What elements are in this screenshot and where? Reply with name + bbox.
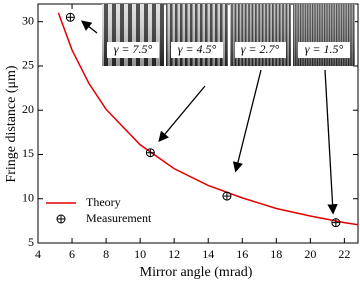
x-tick-label: 20: [304, 247, 316, 261]
x-tick-label: 4: [35, 247, 41, 261]
x-tick-label: 16: [236, 247, 248, 261]
measurement-point: [145, 148, 155, 158]
arrow: [158, 85, 206, 142]
inset-label: γ = 1.5°: [305, 42, 344, 56]
arrow: [80, 20, 98, 34]
measurement-point: [331, 218, 341, 228]
inset-label-box: [171, 42, 223, 58]
y-tick-label: 5: [28, 235, 34, 249]
insets: γ = 7.5° γ = 4.5° γ = 2.7° γ = 1.5°: [102, 4, 355, 66]
x-tick-label: 12: [168, 247, 180, 261]
measurement-point: [65, 12, 75, 22]
inset-label: γ = 7.5°: [114, 42, 153, 56]
measurement-point: [56, 214, 66, 224]
inset-label-box: [107, 42, 159, 58]
legend-label: Theory: [86, 195, 121, 209]
arrow: [232, 69, 262, 173]
measurement-point: [222, 191, 232, 201]
inset-label-box: [298, 42, 350, 58]
plot: 4 6 8 10 12 14 16 18 20 22 5 10 15 20 25 30 Theory Measur…: [22, 3, 359, 261]
y-tick-label: 10: [22, 190, 34, 204]
x-tick-label: 22: [338, 247, 350, 261]
y-tick-label: 30: [22, 13, 34, 27]
arrow: [324, 69, 338, 215]
y-tick-label: 15: [22, 146, 34, 160]
x-tick-label: 14: [202, 247, 214, 261]
inset-label: γ = 4.5°: [178, 42, 217, 56]
inset-label-box: [235, 42, 286, 58]
y-tick-label: 20: [22, 102, 34, 116]
x-tick-label: 10: [134, 247, 146, 261]
y-axis-label: Fringe distance (μm): [4, 65, 19, 182]
theory-curve: [57, 12, 359, 226]
y-tick-label: 25: [22, 58, 34, 72]
x-tick-label: 18: [270, 247, 282, 261]
legend-label: Measurement: [86, 211, 152, 225]
x-axis-label: Mirror angle (mrad): [140, 265, 253, 280]
arrows: [80, 20, 338, 215]
x-tick-label: 6: [69, 247, 75, 261]
inset-label: γ = 2.7°: [241, 42, 280, 56]
x-tick-label: 8: [103, 247, 109, 261]
